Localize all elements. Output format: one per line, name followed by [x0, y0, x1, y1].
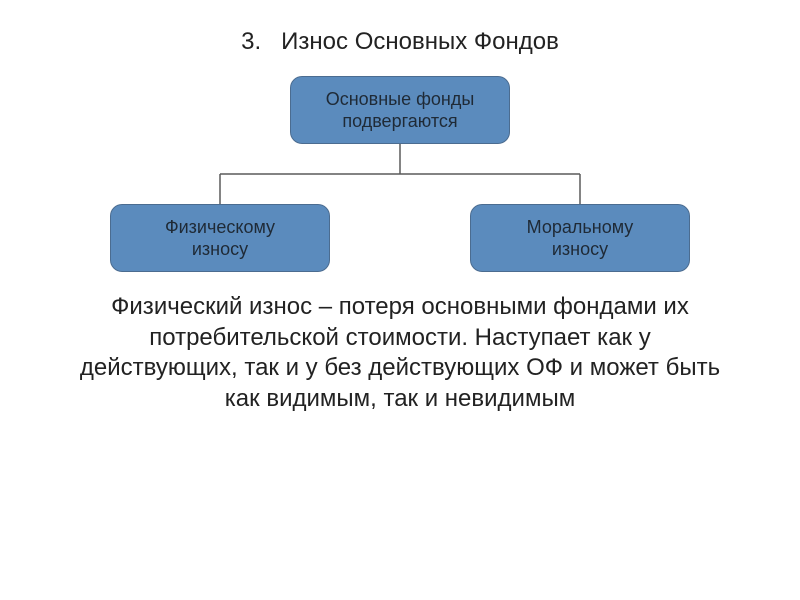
slide: 3. Износ Основных Фондов Основные фондыпо… — [0, 0, 800, 600]
body-paragraph: Физический износ – потеря основными фонд… — [70, 292, 730, 415]
diagram-node-label: Моральномуизносу — [527, 216, 634, 261]
diagram-node-left: Физическомуизносу — [110, 204, 330, 272]
slide-heading: 3. Износ Основных Фондов — [0, 0, 800, 76]
diagram-node-root: Основные фондыподвергаются — [290, 76, 510, 144]
diagram-node-label: Основные фондыподвергаются — [326, 88, 475, 133]
heading-number: 3. — [241, 28, 261, 56]
wear-diagram: Основные фондыподвергаются Физическомуизн… — [100, 76, 700, 276]
diagram-node-right: Моральномуизносу — [470, 204, 690, 272]
heading-title: Износ Основных Фондов — [281, 28, 559, 55]
diagram-node-label: Физическомуизносу — [165, 216, 275, 261]
